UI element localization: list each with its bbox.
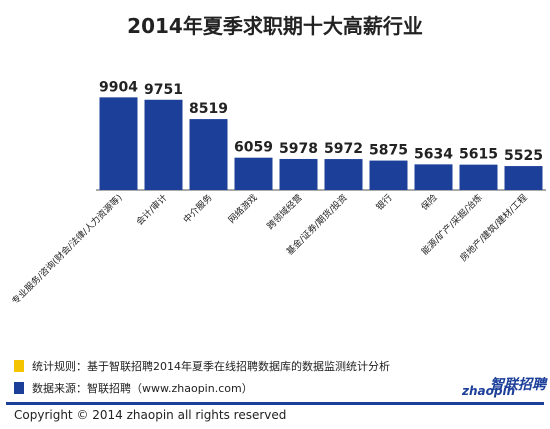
bar-9 bbox=[504, 166, 543, 190]
blue-square-icon bbox=[14, 382, 24, 394]
value-label-2: 8519 bbox=[189, 101, 228, 117]
bar-7 bbox=[414, 164, 453, 190]
value-label-3: 6059 bbox=[234, 140, 273, 156]
category-label-7: 保险 bbox=[418, 192, 439, 213]
yellow-square-icon bbox=[14, 360, 24, 372]
bar-0 bbox=[99, 97, 138, 190]
value-label-8: 5615 bbox=[459, 147, 498, 163]
chart-title: 2014年夏季求职期十大高薪行业 bbox=[127, 14, 423, 38]
bar-chart: 9904 专业服务/咨询(财会/法律/人力资源等) 9751 会计/审计 8519 中介服… bbox=[9, 79, 546, 307]
value-label-6: 5875 bbox=[369, 143, 408, 159]
bar-8 bbox=[459, 164, 498, 190]
value-label-1: 9751 bbox=[144, 82, 183, 98]
category-label-0: 专业服务/咨询(财会/法律/人力资源等) bbox=[9, 192, 124, 307]
category-label-6: 银行 bbox=[373, 192, 394, 213]
copyright-text: Copyright © 2014 zhaopin all rights rese… bbox=[14, 408, 287, 422]
category-label-1: 会计/审计 bbox=[134, 192, 170, 228]
footer-divider bbox=[6, 402, 544, 405]
zhaopin-logo: 智联招聘 zhaopin bbox=[462, 377, 546, 398]
note-source-row: 数据来源：智联招聘（www.zhaopin.com） bbox=[14, 380, 253, 396]
note-source-text: 数据来源：智联招聘（www.zhaopin.com） bbox=[32, 382, 253, 395]
value-label-4: 5978 bbox=[279, 141, 318, 157]
note-rule-row: 统计规则：基于智联招聘2014年夏季在线招聘数据库的数据监测统计分析 bbox=[14, 358, 390, 374]
value-label-0: 9904 bbox=[99, 79, 138, 95]
category-label-4: 跨领域经营 bbox=[264, 192, 304, 232]
bar-4 bbox=[279, 158, 318, 190]
bar-6 bbox=[369, 160, 408, 190]
category-label-2: 中介服务 bbox=[181, 192, 215, 226]
bar-2 bbox=[189, 119, 228, 190]
bar-5 bbox=[324, 159, 363, 190]
value-label-7: 5634 bbox=[414, 146, 453, 162]
bar-3 bbox=[234, 157, 273, 190]
note-rule-text: 统计规则：基于智联招聘2014年夏季在线招聘数据库的数据监测统计分析 bbox=[32, 360, 390, 373]
value-label-9: 5525 bbox=[504, 148, 543, 164]
category-label-3: 网络游戏 bbox=[226, 192, 260, 226]
value-label-5: 5972 bbox=[324, 141, 363, 157]
bar-1 bbox=[144, 99, 183, 190]
